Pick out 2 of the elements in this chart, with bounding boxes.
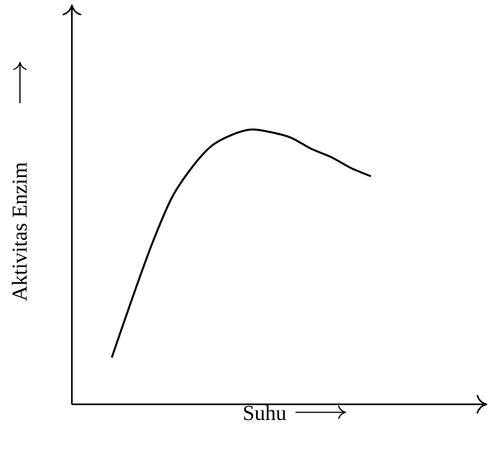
y-axis-title: Aktivitas Enzim [12, 162, 27, 301]
x-axis-title: Suhu [244, 405, 286, 420]
